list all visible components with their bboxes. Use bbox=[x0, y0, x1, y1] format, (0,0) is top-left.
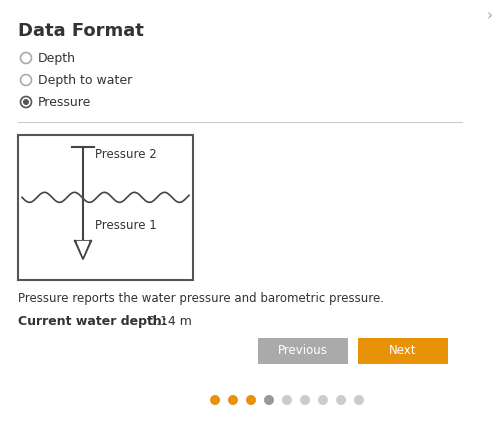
Circle shape bbox=[264, 395, 274, 405]
Circle shape bbox=[318, 395, 328, 405]
Circle shape bbox=[23, 99, 29, 105]
Text: Pressure 2: Pressure 2 bbox=[95, 149, 157, 161]
Bar bbox=[258, 338, 348, 364]
Text: Pressure 1: Pressure 1 bbox=[95, 219, 157, 232]
Bar bbox=[358, 338, 448, 364]
Text: Current water depth:: Current water depth: bbox=[18, 315, 167, 328]
Text: Previous: Previous bbox=[278, 345, 328, 357]
Text: Pressure: Pressure bbox=[38, 95, 92, 109]
Text: Data Format: Data Format bbox=[18, 22, 144, 40]
Text: Next: Next bbox=[389, 345, 417, 357]
Text: Depth: Depth bbox=[38, 51, 76, 65]
Circle shape bbox=[210, 395, 220, 405]
Circle shape bbox=[354, 395, 364, 405]
Polygon shape bbox=[76, 241, 90, 257]
Text: ›: › bbox=[487, 8, 493, 23]
Bar bbox=[18, 135, 193, 280]
Text: Depth to water: Depth to water bbox=[38, 74, 132, 86]
Text: 0.14 m: 0.14 m bbox=[148, 315, 192, 328]
Circle shape bbox=[228, 395, 238, 405]
Circle shape bbox=[246, 395, 256, 405]
Circle shape bbox=[282, 395, 292, 405]
Circle shape bbox=[300, 395, 310, 405]
Text: Pressure reports the water pressure and barometric pressure.: Pressure reports the water pressure and … bbox=[18, 292, 384, 305]
Circle shape bbox=[336, 395, 346, 405]
